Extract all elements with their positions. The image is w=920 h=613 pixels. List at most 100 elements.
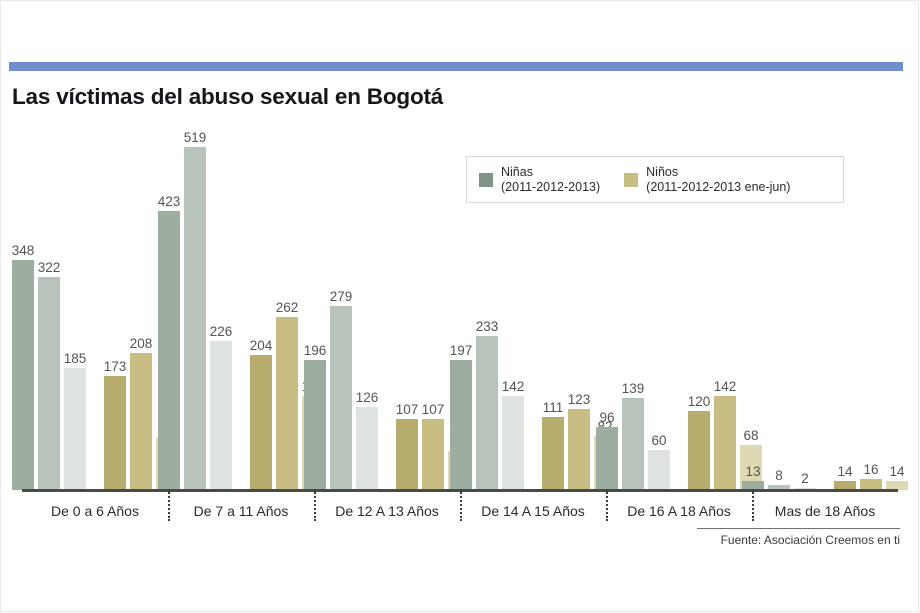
- bar-column[interactable]: 348: [12, 120, 34, 490]
- bar-value-label: 14: [889, 464, 905, 479]
- bar-column[interactable]: 126: [356, 120, 378, 490]
- legend-item-ninos: Niños (2011-2012-2013 ene-jun): [600, 165, 790, 195]
- bar-column[interactable]: 111: [542, 120, 564, 490]
- bar-value-label: 13: [745, 464, 761, 479]
- bar-value-label: 107: [395, 402, 419, 417]
- category-separator: [460, 489, 462, 521]
- bar[interactable]: [356, 407, 378, 490]
- bar[interactable]: [834, 481, 856, 490]
- bar-column[interactable]: 262: [276, 120, 298, 490]
- bar[interactable]: [250, 355, 272, 490]
- bar[interactable]: [714, 396, 736, 490]
- bar-column[interactable]: 14: [834, 120, 856, 490]
- category-label: De 14 A 15 Años: [481, 503, 585, 519]
- bar[interactable]: [184, 147, 206, 490]
- bar-column[interactable]: 423: [158, 120, 180, 490]
- bar[interactable]: [596, 427, 618, 490]
- bar[interactable]: [742, 481, 764, 490]
- bar-column[interactable]: 120: [688, 120, 710, 490]
- bar-value-label: 68: [743, 428, 759, 443]
- bar[interactable]: [38, 277, 60, 490]
- bar-column[interactable]: 208: [130, 120, 152, 490]
- bar-column[interactable]: 107: [396, 120, 418, 490]
- bar-column[interactable]: 107: [422, 120, 444, 490]
- bar-column[interactable]: 8: [768, 120, 790, 490]
- bar-column[interactable]: 142: [502, 120, 524, 490]
- bars-ninas: 13 8 2: [742, 120, 816, 490]
- bar[interactable]: [502, 396, 524, 490]
- bar-value-label: 111: [542, 400, 564, 415]
- bar-column[interactable]: 142: [714, 120, 736, 490]
- bar[interactable]: [422, 419, 444, 490]
- bar[interactable]: [740, 445, 762, 490]
- bar-value-label: 2: [801, 471, 809, 486]
- bar-column[interactable]: 197: [450, 120, 472, 490]
- bar[interactable]: [158, 211, 180, 490]
- bar-value-label: 96: [599, 410, 615, 425]
- bar-value-label: 348: [11, 243, 35, 258]
- bar[interactable]: [210, 341, 232, 490]
- bars-ninas: 197 233 142: [450, 120, 524, 490]
- bar-group: 423519226204262142: [158, 120, 324, 490]
- bars-ninas: 348 322 185: [12, 120, 86, 490]
- bar-value-label: 139: [621, 381, 645, 396]
- bar-column[interactable]: 519: [184, 120, 206, 490]
- bar[interactable]: [330, 306, 352, 490]
- bar-value-label: 142: [501, 379, 525, 394]
- bar[interactable]: [542, 417, 564, 490]
- bar-column[interactable]: 13: [742, 120, 764, 490]
- bar-column[interactable]: 2: [794, 120, 816, 490]
- bar-column[interactable]: 123: [568, 120, 590, 490]
- bar[interactable]: [860, 479, 882, 490]
- bar[interactable]: [568, 409, 590, 490]
- bar-value-label: 120: [687, 394, 711, 409]
- bar[interactable]: [104, 376, 126, 490]
- legend-period-ninos: (2011-2012-2013 ene-jun): [646, 179, 791, 194]
- bar-column[interactable]: 60: [648, 120, 670, 490]
- bar[interactable]: [64, 368, 86, 490]
- category-separator: [606, 489, 608, 521]
- bar-group: 34832218517320878: [12, 120, 178, 490]
- bar[interactable]: [130, 353, 152, 490]
- bar-value-label: 16: [863, 462, 879, 477]
- bars-ninas: 423 519 226: [158, 120, 232, 490]
- bar-column[interactable]: 173: [104, 120, 126, 490]
- bar[interactable]: [12, 260, 34, 490]
- bar[interactable]: [768, 485, 790, 490]
- bar[interactable]: [276, 317, 298, 490]
- category-label: De 0 a 6 Años: [51, 503, 139, 519]
- bar-value-label: 60: [651, 433, 667, 448]
- bar-column[interactable]: 185: [64, 120, 86, 490]
- bar-value-label: 262: [275, 300, 299, 315]
- bar[interactable]: [476, 336, 498, 490]
- bar[interactable]: [622, 398, 644, 490]
- bar[interactable]: [304, 360, 326, 490]
- bar[interactable]: [688, 411, 710, 490]
- bar-column[interactable]: 68: [740, 120, 762, 490]
- bar-value-label: 208: [129, 336, 153, 351]
- bar-column[interactable]: 226: [210, 120, 232, 490]
- bar-column[interactable]: 279: [330, 120, 352, 490]
- bar[interactable]: [396, 419, 418, 490]
- bar-column[interactable]: 96: [596, 120, 618, 490]
- bar-column[interactable]: 16: [860, 120, 882, 490]
- legend-name-ninos: Niños: [646, 164, 679, 179]
- bar[interactable]: [450, 360, 472, 490]
- bars-ninas: 196 279 126: [304, 120, 378, 490]
- bar-column[interactable]: 14: [886, 120, 908, 490]
- bar-column[interactable]: 322: [38, 120, 60, 490]
- bar-column[interactable]: 139: [622, 120, 644, 490]
- source-text: Fuente: Asociación Creemos en ti: [720, 533, 900, 547]
- legend-label-ninos: Niños (2011-2012-2013 ene-jun): [646, 165, 790, 195]
- bar-column[interactable]: 204: [250, 120, 272, 490]
- bar-column[interactable]: 233: [476, 120, 498, 490]
- category-separator: [314, 489, 316, 521]
- bar-column[interactable]: 196: [304, 120, 326, 490]
- bar[interactable]: [648, 450, 670, 490]
- category-label: De 16 A 18 Años: [627, 503, 731, 519]
- bar-value-label: 107: [421, 402, 445, 417]
- legend-swatch-ninos: [624, 172, 639, 187]
- bar[interactable]: [886, 481, 908, 490]
- bars-ninos: 14 16 14: [834, 120, 908, 490]
